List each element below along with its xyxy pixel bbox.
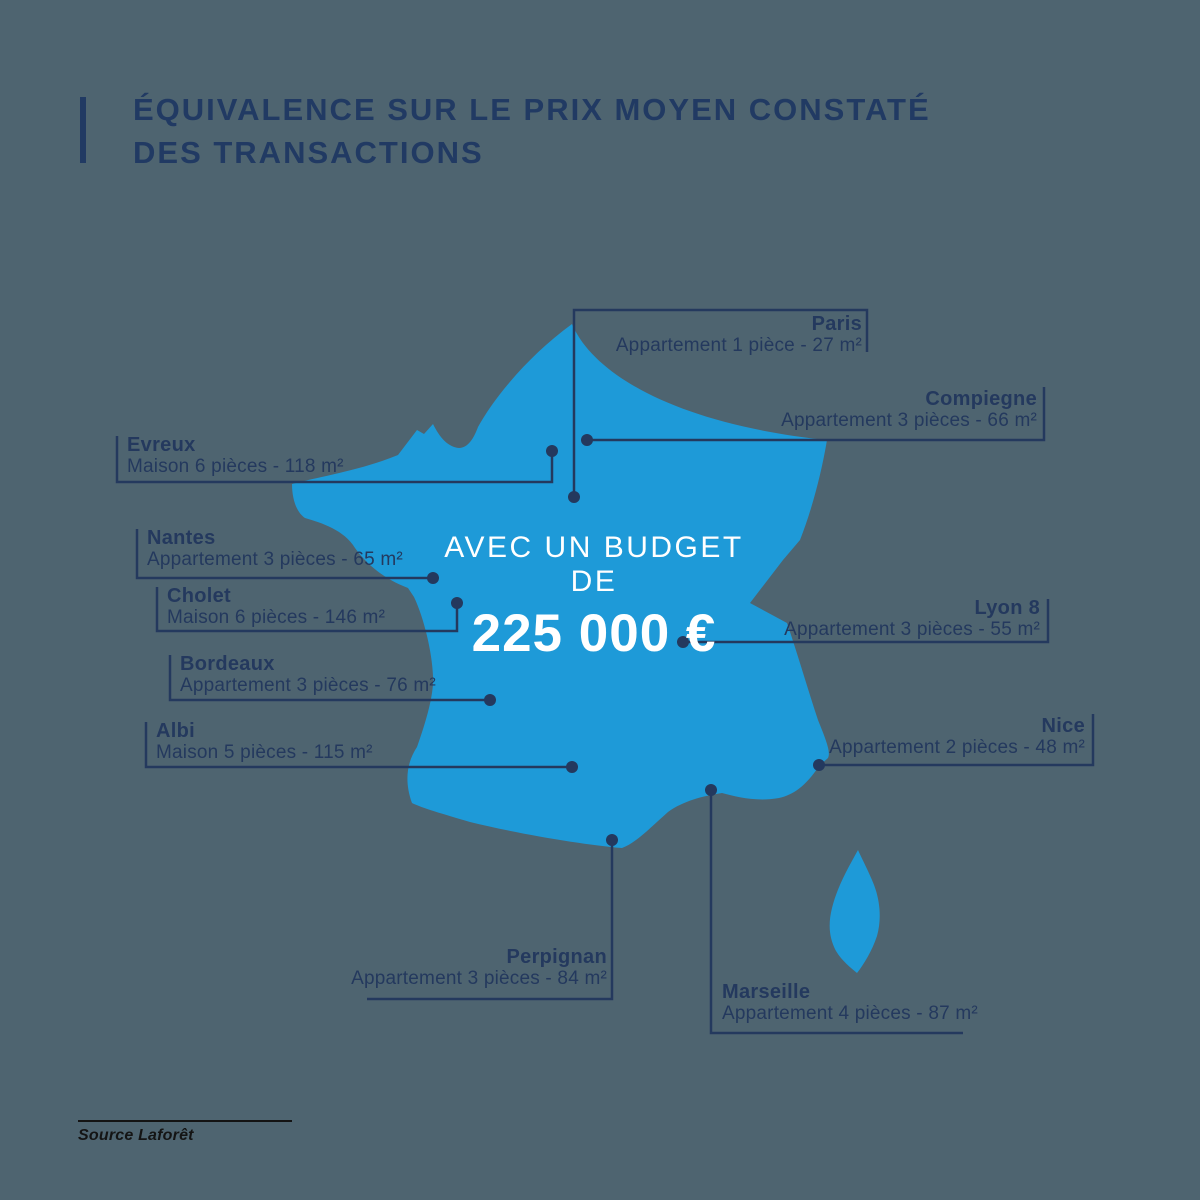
city-label-marseille: Marseille Appartement 4 pièces - 87 m² (722, 981, 978, 1024)
city-name: Paris (811, 313, 862, 335)
connector-cholet (155, 587, 459, 633)
city-label-nice: Nice Appartement 2 pièces - 48 m² (829, 715, 1085, 758)
city-dot-evreux (546, 445, 558, 457)
city-dot-marseille (705, 784, 717, 796)
city-dot-compiegne (581, 434, 593, 446)
city-name: Nice (1041, 715, 1085, 737)
city-property: Maison 6 pièces - 118 m² (127, 456, 344, 477)
title-accent-bar (80, 97, 86, 163)
city-property: Maison 6 pièces - 146 m² (167, 607, 386, 628)
connector-nice (819, 714, 1095, 767)
city-name: Marseille (722, 981, 811, 1003)
city-label-nantes: Nantes Appartement 3 pièces - 65 m² (147, 527, 403, 570)
city-property: Appartement 4 pièces - 87 m² (722, 1003, 978, 1024)
city-property: Appartement 1 pièce - 27 m² (615, 335, 862, 356)
city-dot-paris (568, 491, 580, 503)
city-label-paris: Paris Appartement 1 pièce - 27 m² (616, 313, 862, 356)
title-line-1: ÉQUIVALENCE SUR LE PRIX MOYEN CONSTATÉ (133, 92, 931, 127)
corsica-shape (829, 850, 880, 973)
city-label-bordeaux: Bordeaux Appartement 3 pièces - 76 m² (180, 653, 436, 696)
connector-paris (572, 308, 869, 497)
city-dot-lyon (677, 636, 689, 648)
city-dot-cholet (451, 597, 463, 609)
city-property: Appartement 3 pièces - 76 m² (180, 675, 436, 696)
city-name: Bordeaux (180, 653, 275, 675)
connector-lyon (683, 599, 1050, 644)
city-name: Albi (156, 720, 195, 742)
city-name: Perpignan (506, 946, 607, 968)
city-name: Evreux (127, 434, 196, 456)
city-name: Cholet (167, 585, 232, 607)
connector-perpignan (367, 840, 614, 1001)
city-label-cholet: Cholet Maison 6 pièces - 146 m² (167, 585, 385, 628)
city-property: Appartement 3 pièces - 55 m² (784, 619, 1040, 640)
city-label-lyon: Lyon 8 Appartement 3 pièces - 55 m² (784, 597, 1040, 640)
city-property: Appartement 3 pièces - 66 m² (781, 410, 1037, 431)
source-text: Source Laforêt (78, 1127, 194, 1144)
city-label-perpignan: Perpignan Appartement 3 pièces - 84 m² (351, 946, 607, 989)
source-block: Source Laforêt (78, 1120, 292, 1145)
city-label-albi: Albi Maison 5 pièces - 115 m² (156, 720, 373, 763)
city-dot-bordeaux (484, 694, 496, 706)
budget-lead-in: AVEC UN BUDGET DE (444, 531, 744, 598)
connector-compiegne (587, 387, 1046, 442)
city-dot-nantes (427, 572, 439, 584)
city-dot-albi (566, 761, 578, 773)
budget-overlay: AVEC UN BUDGET DE 225 000 € (433, 531, 755, 663)
city-label-compiegne: Compiegne Appartement 3 pièces - 66 m² (781, 388, 1037, 431)
city-property: Appartement 2 pièces - 48 m² (829, 737, 1085, 758)
connector-marseille (709, 790, 963, 1035)
city-property: Appartement 3 pièces - 65 m² (147, 549, 403, 570)
france-map-shape (292, 324, 829, 848)
page-title: ÉQUIVALENCE SUR LE PRIX MOYEN CONSTATÉ D… (80, 88, 931, 174)
city-name: Lyon 8 (974, 597, 1040, 619)
connector-evreux (115, 436, 554, 484)
city-dot-nice (813, 759, 825, 771)
city-property: Appartement 3 pièces - 84 m² (351, 968, 607, 989)
connector-nantes (135, 529, 433, 580)
connector-bordeaux (168, 655, 490, 702)
source-divider (78, 1120, 292, 1122)
budget-amount: 225 000 € (471, 604, 717, 663)
city-label-evreux: Evreux Maison 6 pièces - 118 m² (127, 434, 344, 477)
title-line-2: DES TRANSACTIONS (133, 135, 484, 170)
connector-albi (144, 722, 572, 769)
city-name: Nantes (147, 527, 216, 549)
city-name: Compiegne (925, 388, 1037, 410)
city-property: Maison 5 pièces - 115 m² (156, 742, 373, 763)
city-dot-perpignan (606, 834, 618, 846)
